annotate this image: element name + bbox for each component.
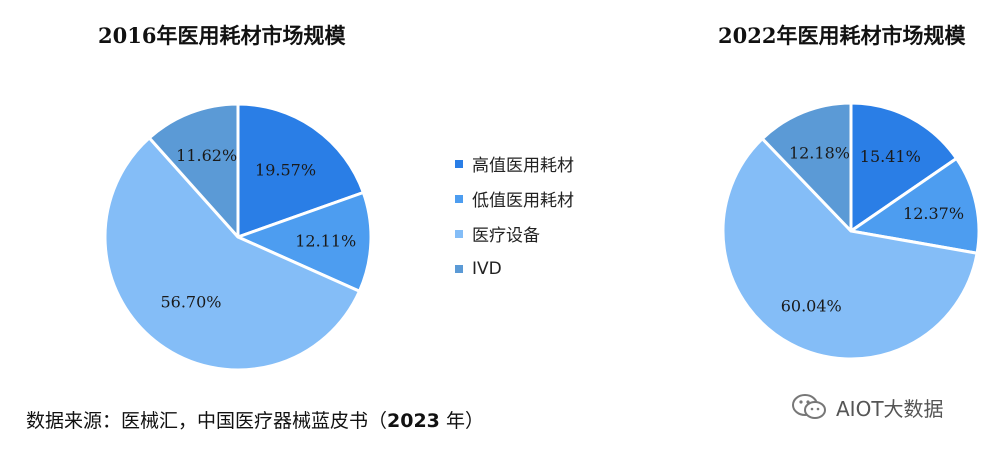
- legend-label: 高值医用耗材: [472, 156, 574, 176]
- chart-title-2016: 2016年医用耗材市场规模: [98, 23, 346, 48]
- wechat-icon: [792, 394, 826, 419]
- legend-swatch: [455, 229, 463, 238]
- watermark-text: AIOT大数据: [836, 396, 944, 421]
- legend-swatch: [455, 264, 463, 273]
- pie-slice-equipment: [103, 136, 361, 372]
- chart-title-2022: 2022年医用耗材市场规模: [718, 23, 966, 48]
- pie-slice-equipment: [721, 137, 979, 361]
- slice-label: 19.57%: [255, 161, 316, 180]
- pie-slice-ivd: [760, 101, 853, 233]
- pie-slice-high-value: [236, 102, 365, 239]
- legend-label: 低值医用耗材: [472, 191, 574, 211]
- pie-slice-high-value: [849, 101, 958, 233]
- pie-slice-low-value: [236, 190, 373, 293]
- legend: 高值医用耗材 低值医用耗材 医疗设备 IVD: [455, 146, 574, 286]
- pie-slice-ivd: [147, 102, 240, 239]
- watermark: AIOT大数据: [790, 392, 944, 422]
- source-note: 数据来源：医械汇，中国医疗器械蓝皮书（2023 年）: [26, 406, 484, 433]
- slice-label: 60.04%: [781, 297, 842, 316]
- legend-label: 医疗设备: [472, 226, 540, 246]
- slice-label: 15.41%: [860, 147, 921, 166]
- legend-label: IVD: [472, 258, 502, 279]
- legend-swatch: [455, 159, 463, 168]
- legend-item: 医疗设备: [455, 216, 574, 251]
- slice-label: 12.11%: [295, 231, 356, 250]
- legend-item: 低值医用耗材: [455, 181, 574, 216]
- slice-label: 12.18%: [789, 144, 850, 163]
- legend-item: IVD: [455, 251, 574, 286]
- source-text: 数据来源：医械汇，中国医疗器械蓝皮书（: [26, 410, 388, 432]
- legend-swatch: [455, 194, 463, 203]
- pie-slice-low-value: [849, 156, 981, 255]
- source-suffix: 年）: [439, 410, 484, 432]
- slice-label: 56.70%: [160, 292, 221, 311]
- slice-label: 11.62%: [176, 146, 237, 165]
- slice-label: 12.37%: [903, 204, 964, 223]
- legend-item: 高值医用耗材: [455, 146, 574, 181]
- source-year: 2023: [387, 410, 440, 432]
